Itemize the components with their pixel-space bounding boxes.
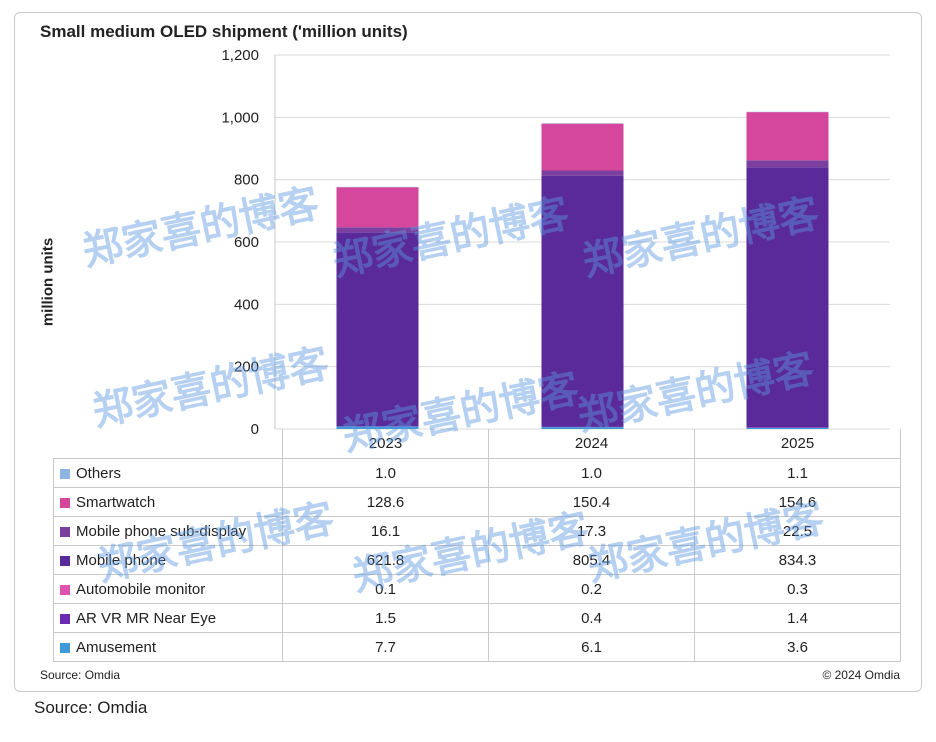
data-label: 154.6 bbox=[694, 487, 901, 517]
chart-title: Small medium OLED shipment ('million uni… bbox=[40, 22, 408, 41]
legend-entry: Mobile phone bbox=[53, 545, 283, 575]
table-header-row: 2023 2024 2025 bbox=[53, 429, 901, 459]
legend-swatch bbox=[60, 613, 70, 624]
legend-swatch bbox=[60, 468, 70, 479]
legend-entry: Others bbox=[53, 458, 283, 488]
data-label: 1.0 bbox=[488, 458, 695, 488]
bar-segment bbox=[746, 160, 829, 168]
table-row: AR VR MR Near Eye 1.5 0.4 1.4 bbox=[53, 603, 901, 633]
legend-label: AR VR MR Near Eye bbox=[76, 609, 217, 627]
x-tick-label: 2024 bbox=[488, 429, 695, 459]
data-table: 2023 2024 2025 Others 1.0 1.0 1.1 Smartwatch 128… bbox=[53, 429, 901, 662]
legend-swatch bbox=[60, 584, 70, 595]
data-label: 0.3 bbox=[694, 574, 901, 604]
legend-entry: Smartwatch bbox=[53, 487, 283, 517]
data-label: 16.1 bbox=[282, 516, 489, 546]
legend-label: Smartwatch bbox=[76, 493, 156, 511]
table-row: Smartwatch 128.6 150.4 154.6 bbox=[53, 487, 901, 517]
legend-label: Others bbox=[76, 464, 122, 482]
copyright-note: © 2024 Omdia bbox=[822, 668, 900, 682]
data-label: 1.5 bbox=[282, 603, 489, 633]
legend-entry: Mobile phone sub-display bbox=[53, 516, 283, 546]
data-label: 621.8 bbox=[282, 545, 489, 575]
x-tick-label: 2023 bbox=[282, 429, 489, 459]
data-label: 150.4 bbox=[488, 487, 695, 517]
data-label: 1.4 bbox=[694, 603, 901, 633]
source-note: Source: Omdia bbox=[40, 668, 121, 682]
legend-swatch bbox=[60, 526, 70, 537]
data-label: 6.1 bbox=[488, 632, 695, 662]
data-label: 1.1 bbox=[694, 458, 901, 488]
table-corner bbox=[53, 429, 283, 459]
y-tick-label: 600 bbox=[234, 234, 259, 251]
legend-swatch bbox=[60, 497, 70, 508]
legend-label: Mobile phone sub-display bbox=[76, 522, 247, 540]
table-row: Amusement 7.7 6.1 3.6 bbox=[53, 632, 901, 662]
data-label: 834.3 bbox=[694, 545, 901, 575]
data-label: 22.5 bbox=[694, 516, 901, 546]
y-tick-label: 400 bbox=[234, 296, 259, 313]
y-tick-label: 1,200 bbox=[221, 47, 259, 64]
legend-entry: AR VR MR Near Eye bbox=[53, 603, 283, 633]
bar-segment bbox=[541, 175, 624, 427]
bar-segment bbox=[336, 227, 419, 233]
y-tick-label: 1,000 bbox=[221, 109, 259, 126]
data-label: 805.4 bbox=[488, 545, 695, 575]
table-row: Others 1.0 1.0 1.1 bbox=[53, 458, 901, 488]
legend-label: Automobile monitor bbox=[76, 580, 206, 598]
legend-swatch bbox=[60, 555, 70, 566]
legend-label: Mobile phone bbox=[76, 551, 167, 569]
bar-segment bbox=[746, 112, 829, 161]
data-label: 128.6 bbox=[282, 487, 489, 517]
data-label: 0.1 bbox=[282, 574, 489, 604]
bar-segment bbox=[541, 123, 624, 171]
bar-segment bbox=[336, 232, 419, 427]
legend-entry: Amusement bbox=[53, 632, 283, 662]
table-row: Automobile monitor 0.1 0.2 0.3 bbox=[53, 574, 901, 604]
bar-segment bbox=[746, 167, 829, 428]
y-tick-label: 200 bbox=[234, 359, 259, 376]
data-label: 1.0 bbox=[282, 458, 489, 488]
source-caption: Source: Omdia bbox=[34, 698, 148, 717]
data-label: 7.7 bbox=[282, 632, 489, 662]
bar-segment bbox=[336, 187, 419, 228]
data-label: 0.2 bbox=[488, 574, 695, 604]
table-row: Mobile phone sub-display 16.1 17.3 22.5 bbox=[53, 516, 901, 546]
legend-entry: Automobile monitor bbox=[53, 574, 283, 604]
bar-segment bbox=[336, 426, 419, 429]
bar-segment bbox=[541, 170, 624, 176]
data-label: 17.3 bbox=[488, 516, 695, 546]
legend-label: Amusement bbox=[76, 638, 157, 656]
x-tick-label: 2025 bbox=[694, 429, 901, 459]
legend-swatch bbox=[60, 642, 70, 653]
data-label: 3.6 bbox=[694, 632, 901, 662]
data-label: 0.4 bbox=[488, 603, 695, 633]
table-row: Mobile phone 621.8 805.4 834.3 bbox=[53, 545, 901, 575]
y-tick-label: 800 bbox=[234, 172, 259, 189]
bar-segment bbox=[746, 427, 829, 429]
bar-segment bbox=[541, 427, 624, 429]
